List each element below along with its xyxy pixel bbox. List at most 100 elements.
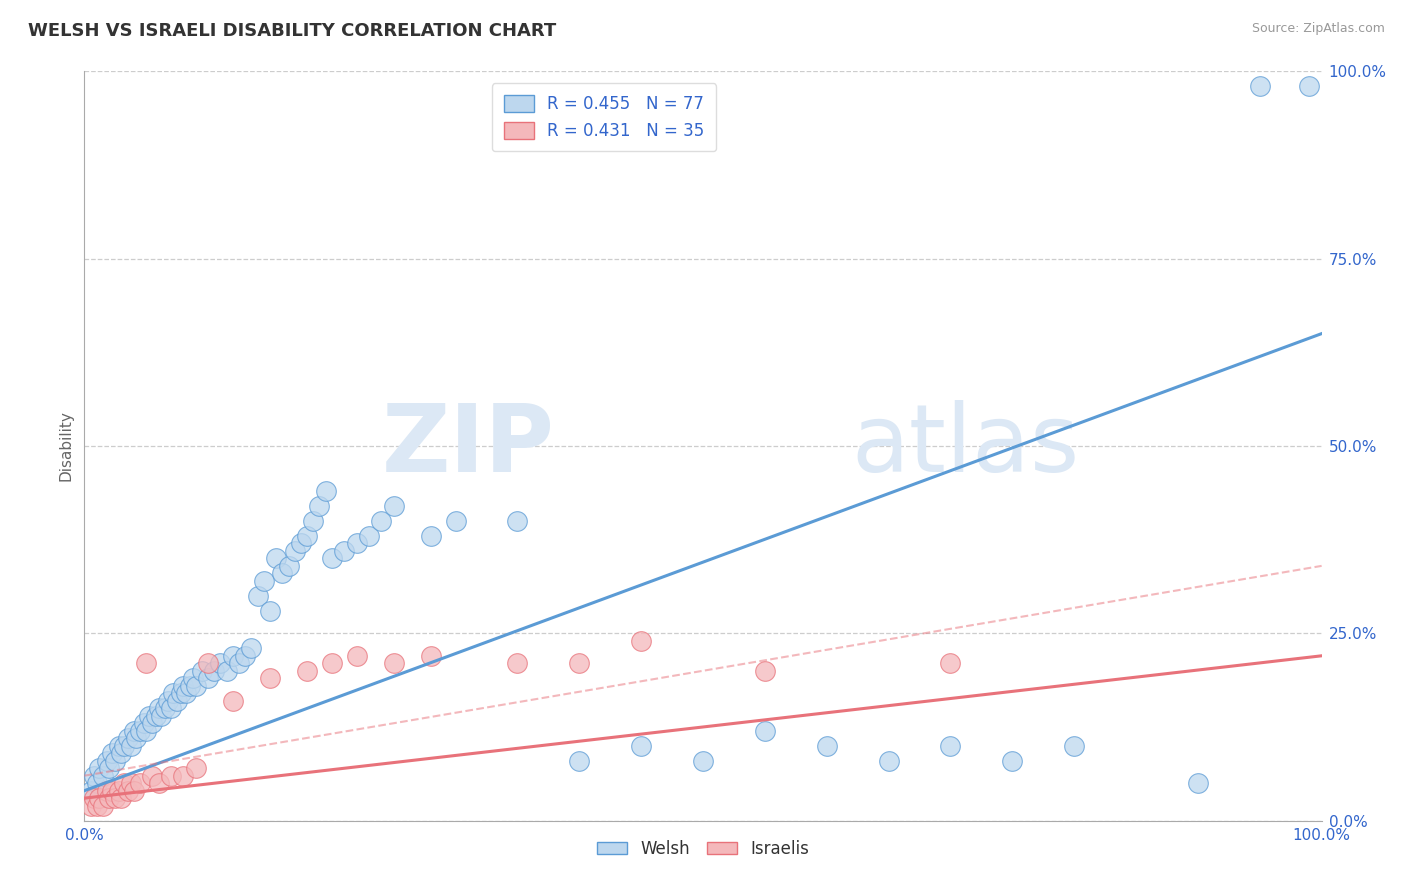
Point [83, 769, 105, 783]
Point [191, 664, 214, 678]
Point [259, 604, 281, 618]
Point [135, 723, 157, 738]
Point [315, 483, 337, 498]
Point [120, 776, 142, 790]
Point [246, 589, 269, 603]
Point [692, 754, 714, 768]
Point [184, 761, 207, 775]
Point [138, 708, 160, 723]
Text: WELSH VS ISRAELI DISABILITY CORRELATION CHART: WELSH VS ISRAELI DISABILITY CORRELATION … [28, 22, 557, 40]
Point [240, 641, 263, 656]
Point [117, 731, 139, 746]
Point [157, 694, 180, 708]
Point [444, 514, 467, 528]
Point [160, 769, 183, 783]
Text: ZIP: ZIP [381, 400, 554, 492]
Point [79, 798, 101, 813]
Point [877, 754, 900, 768]
Point [86, 798, 108, 813]
Point [174, 686, 197, 700]
Point [104, 754, 127, 768]
Point [346, 536, 368, 550]
Point [135, 657, 157, 671]
Point [568, 657, 591, 671]
Point [1298, 79, 1320, 94]
Point [98, 791, 121, 805]
Point [89, 791, 111, 805]
Point [89, 761, 111, 775]
Point [419, 648, 441, 663]
Point [162, 686, 184, 700]
Point [357, 529, 380, 543]
Point [754, 723, 776, 738]
Point [148, 701, 170, 715]
Point [179, 679, 201, 693]
Point [284, 544, 307, 558]
Point [308, 499, 330, 513]
Point [112, 776, 135, 790]
Point [295, 529, 318, 543]
Legend: Welsh, Israelis: Welsh, Israelis [591, 833, 815, 864]
Point [160, 701, 183, 715]
Point [382, 499, 405, 513]
Point [110, 746, 132, 760]
Point [939, 657, 962, 671]
Point [197, 671, 219, 685]
Point [108, 739, 131, 753]
Point [122, 783, 145, 797]
Point [506, 657, 529, 671]
Point [630, 739, 652, 753]
Point [295, 664, 318, 678]
Point [209, 657, 232, 671]
Point [271, 566, 294, 581]
Point [939, 739, 962, 753]
Point [1249, 79, 1271, 94]
Point [91, 769, 114, 783]
Point [150, 708, 173, 723]
Point [141, 716, 163, 731]
Point [253, 574, 276, 588]
Point [83, 791, 105, 805]
Point [259, 671, 281, 685]
Point [120, 739, 142, 753]
Text: Source: ZipAtlas.com: Source: ZipAtlas.com [1251, 22, 1385, 36]
Point [222, 648, 245, 663]
Point [125, 731, 148, 746]
Point [222, 694, 245, 708]
Point [148, 776, 170, 790]
Point [197, 657, 219, 671]
Point [228, 657, 250, 671]
Point [91, 798, 114, 813]
Point [1187, 776, 1209, 790]
Point [129, 723, 152, 738]
Point [79, 783, 101, 797]
Point [630, 633, 652, 648]
Point [86, 776, 108, 790]
Point [112, 739, 135, 753]
Point [419, 529, 441, 543]
Point [568, 754, 591, 768]
Y-axis label: Disability: Disability [58, 410, 73, 482]
Point [321, 657, 343, 671]
Point [202, 664, 225, 678]
Point [506, 514, 529, 528]
Point [108, 783, 131, 797]
Point [815, 739, 838, 753]
Point [96, 783, 118, 797]
Point [370, 514, 392, 528]
Point [166, 694, 188, 708]
Point [132, 716, 155, 731]
Point [100, 746, 122, 760]
Point [172, 679, 194, 693]
Text: atlas: atlas [852, 400, 1080, 492]
Point [321, 551, 343, 566]
Point [122, 723, 145, 738]
Point [170, 686, 193, 700]
Point [215, 664, 238, 678]
Point [290, 536, 312, 550]
Point [110, 791, 132, 805]
Point [264, 551, 287, 566]
Point [104, 791, 127, 805]
Point [98, 761, 121, 775]
Point [96, 754, 118, 768]
